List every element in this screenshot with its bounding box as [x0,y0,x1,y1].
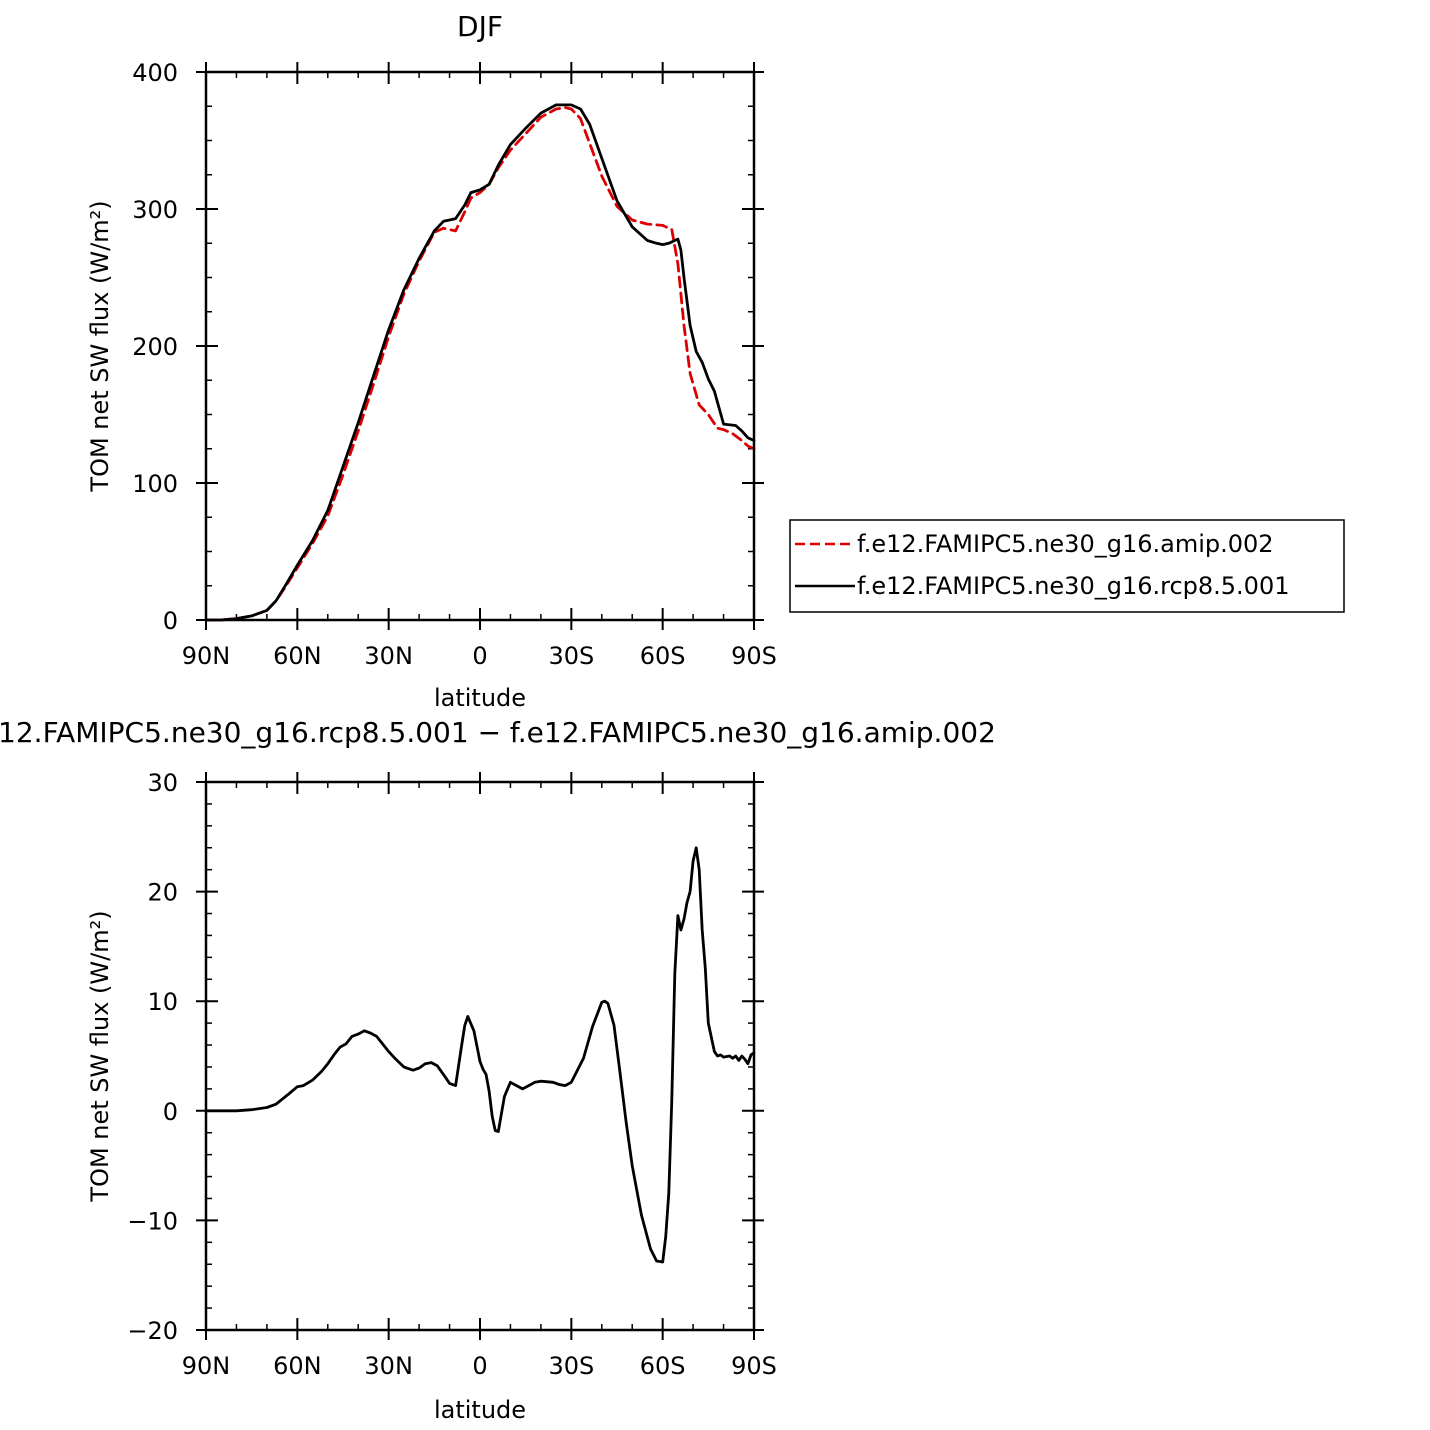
chart-title-bottom: f.e12.FAMIPC5.ne30_g16.rcp8.5.001 − f.e1… [0,716,996,749]
series-line-1-0 [204,846,756,1264]
x-tick-label: 90S [731,1352,777,1380]
x-tick-label: 30S [548,642,594,670]
x-axis-title-bottom: latitude [434,1396,526,1424]
legend-label-amip: f.e12.FAMIPC5.ne30_g16.amip.002 [857,530,1274,558]
y-axis-title-top: TOM net SW flux (W/m²) [86,200,114,492]
x-tick-label: 90N [182,1352,231,1380]
y-axis-title-bottom: TOM net SW flux (W/m²) [86,910,114,1202]
x-axis-title-top: latitude [434,684,526,712]
series-line-0-0 [204,106,756,622]
panel-top: DJF 90N 60N 30N 0 30S 60S 90S 0 100 200 300 400 la… [86,10,777,712]
y-tick-labels-bottom: −20 −10 0 10 20 30 [127,769,178,1345]
plot-frame-bottom [204,780,756,1332]
series-line-0-1 [204,103,756,622]
x-tick-labels-bottom: 90N 60N 30N 0 30S 60S 90S [182,1352,777,1380]
y-tick-label: 200 [132,333,178,361]
legend: f.e12.FAMIPC5.ne30_g16.amip.002 f.e12.FA… [789,519,1345,613]
chart-title-top: DJF [457,10,503,43]
x-tick-label: 60N [273,642,322,670]
y-tick-label: 0 [163,607,178,635]
y-tick-label: −10 [127,1207,178,1235]
panel-bottom: f.e12.FAMIPC5.ne30_g16.rcp8.5.001 − f.e1… [0,716,996,1424]
y-tick-label: 100 [132,470,178,498]
x-tick-label: 60S [640,1352,686,1380]
legend-label-rcp: f.e12.FAMIPC5.ne30_g16.rcp8.5.001 [857,572,1290,600]
y-tick-label: 300 [132,196,178,224]
x-tick-label: 0 [472,642,487,670]
plot-frame-top [204,70,756,622]
y-tick-label: 20 [147,879,178,907]
x-tick-label: 0 [472,1352,487,1380]
y-tick-label: −20 [127,1317,178,1345]
x-tick-label: 30N [364,642,413,670]
y-tick-label: 400 [132,59,178,87]
x-tick-label: 30S [548,1352,594,1380]
y-tick-label: 0 [163,1098,178,1126]
x-tick-label: 90N [182,642,231,670]
x-tick-label: 30N [364,1352,413,1380]
series-group-top [204,103,756,622]
x-tick-labels-top: 90N 60N 30N 0 30S 60S 90S [182,642,777,670]
y-tick-label: 10 [147,988,178,1016]
legend-box [789,519,1345,613]
x-tick-label: 60N [273,1352,322,1380]
ticks-top [196,62,764,630]
y-tick-label: 30 [147,769,178,797]
x-tick-label: 60S [640,642,686,670]
x-tick-label: 90S [731,642,777,670]
y-tick-labels-top: 0 100 200 300 400 [132,59,178,635]
series-group-bottom [204,846,756,1264]
